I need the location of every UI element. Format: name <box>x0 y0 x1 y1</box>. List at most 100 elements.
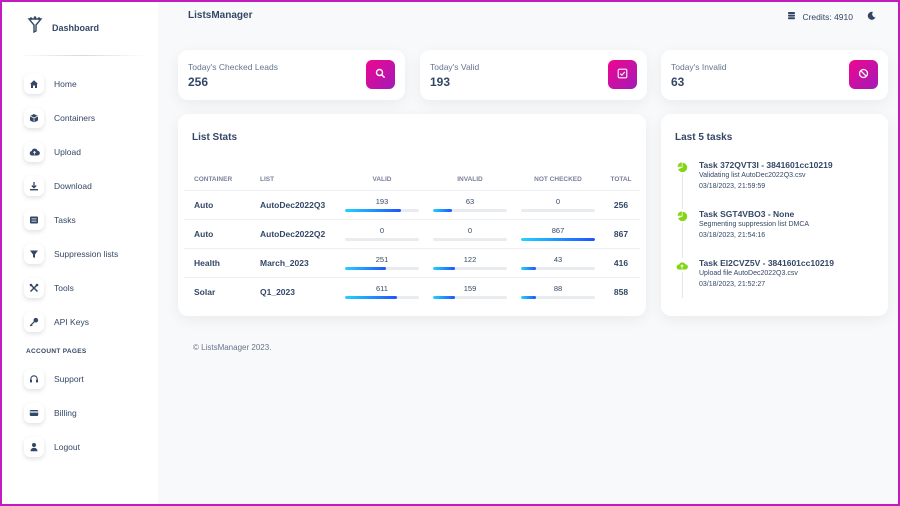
sidebar-item-label: Billing <box>54 408 77 418</box>
progress-fill <box>345 267 386 270</box>
stat-card-valid: Today's Valid 193 <box>420 50 647 100</box>
valid-count: 0 <box>379 226 385 235</box>
stat-value: 256 <box>188 75 209 89</box>
not-checked-count: 88 <box>553 284 563 294</box>
sidebar-item-home[interactable]: Home <box>24 74 77 94</box>
task-date: 03/18/2023, 21:52:27 <box>699 281 766 288</box>
table-row[interactable]: Auto AutoDec2022Q3 193 63 0 256 <box>184 190 640 220</box>
table-row[interactable]: Solar Q1_2023 611 159 88 858 <box>184 277 640 306</box>
total-cell: 256 <box>602 190 640 220</box>
page-title: ListsManager <box>188 10 253 21</box>
home-icon <box>24 74 44 94</box>
progress-fill <box>433 267 456 270</box>
stat-value: 63 <box>671 75 685 89</box>
not-checked-count: 867 <box>551 226 565 235</box>
invalid-count: 0 <box>467 226 473 235</box>
sidebar-item-api-keys[interactable]: API Keys <box>24 312 89 332</box>
invalid-progress-bar <box>433 209 507 212</box>
progress-fill <box>521 238 595 241</box>
dark-mode-moon-icon[interactable] <box>867 11 876 22</box>
sidebar-item-label: Suppression lists <box>54 249 119 259</box>
not-checked-cell: 867 <box>514 219 602 249</box>
timeline-line <box>682 166 683 298</box>
task-date: 03/18/2023, 21:54:16 <box>699 232 766 239</box>
credit-card-icon <box>24 403 44 423</box>
invalid-progress-bar <box>433 267 507 270</box>
brand-logo-icon <box>26 16 44 39</box>
progress-fill <box>521 296 536 300</box>
invalid-progress-bar <box>433 296 507 300</box>
invalid-count: 122 <box>463 255 477 264</box>
progress-fill <box>345 209 401 212</box>
brand[interactable]: Dashboard <box>26 16 99 39</box>
sidebar-item-tools[interactable]: Tools <box>24 278 74 298</box>
last-tasks-card: Last 5 tasks Task 372QVT3I - 3841601cc10… <box>661 114 888 316</box>
invalid-count: 63 <box>465 197 475 206</box>
valid-cell: 251 <box>338 248 426 278</box>
credits-label: Credits: 4910 <box>802 11 853 22</box>
total-cell: 416 <box>602 248 640 278</box>
sidebar-item-label: Containers <box>54 113 96 123</box>
table-row[interactable]: Health March_2023 251 122 43 416 <box>184 248 640 278</box>
sidebar-item-tasks[interactable]: Tasks <box>24 210 76 230</box>
sidebar-divider <box>18 55 146 56</box>
task-title: Task EI2CVZ5V - 3841601cc10219 <box>699 258 834 268</box>
sidebar-item-containers[interactable]: Containers <box>24 108 95 128</box>
footer-copyright: © ListsManager 2023. <box>193 343 272 352</box>
sidebar-item-label: Support <box>54 374 84 384</box>
list-cell: AutoDec2022Q2 <box>250 219 338 249</box>
list-icon <box>24 210 44 230</box>
list-cell: March_2023 <box>250 248 338 278</box>
brand-name: Dashboard <box>52 22 100 33</box>
task-title: Task 372QVT3I - 3841601cc10219 <box>699 160 833 170</box>
sidebar-item-support[interactable]: Support <box>24 369 84 389</box>
task-description: Upload file AutoDec2022Q3.csv <box>699 270 798 277</box>
invalid-cell: 0 <box>426 219 514 249</box>
sidebar-item-download[interactable]: Download <box>24 176 92 196</box>
search-button[interactable] <box>366 60 395 89</box>
not-checked-progress-bar <box>521 209 595 212</box>
not-checked-count: 43 <box>553 255 563 264</box>
not-checked-cell: 43 <box>514 248 602 278</box>
sidebar-item-upload[interactable]: Upload <box>24 142 81 162</box>
container-cell: Solar <box>194 286 216 297</box>
valid-button[interactable] <box>608 60 637 89</box>
sidebar-item-logout[interactable]: Logout <box>24 437 80 457</box>
valid-cell: 0 <box>338 219 426 249</box>
list-cell: Q1_2023 <box>260 286 295 297</box>
cloud-upload-icon <box>24 142 44 162</box>
invalid-cell: 159 <box>426 277 514 306</box>
not-checked-count: 0 <box>555 197 561 206</box>
table-row[interactable]: Auto AutoDec2022Q2 0 0 867 867 <box>184 219 640 249</box>
sidebar-item-billing[interactable]: Billing <box>24 403 77 423</box>
sidebar-item-suppression-lists[interactable]: Suppression lists <box>24 244 118 264</box>
stat-card-checked-leads: Today's Checked Leads 256 <box>178 50 405 100</box>
pie-chart-icon <box>675 209 689 223</box>
sidebar-item-label: Home <box>54 79 77 89</box>
container-cell: Auto <box>184 190 250 220</box>
column-header: LIST <box>250 170 338 191</box>
sidebar-item-label: Tools <box>54 283 74 293</box>
user-icon <box>24 437 44 457</box>
box-icon <box>24 108 44 128</box>
stat-title: Today's Valid <box>430 62 480 72</box>
container-cell: Health <box>184 248 250 278</box>
task-description: Validating list AutoDec2022Q3.csv <box>699 172 806 179</box>
sidebar-item-label: Logout <box>54 442 80 452</box>
invalid-button[interactable] <box>849 60 878 89</box>
sidebar-item-label: Tasks <box>54 215 76 225</box>
valid-progress-bar <box>345 209 419 212</box>
valid-count: 193 <box>375 197 389 206</box>
progress-fill <box>433 209 452 212</box>
invalid-progress-bar <box>433 238 507 241</box>
key-icon <box>24 312 44 332</box>
last-tasks-heading: Last 5 tasks <box>675 132 733 143</box>
stat-title: Today's Checked Leads <box>188 62 278 72</box>
sidebar-item-label: Download <box>54 181 92 191</box>
task-description: Segmenting suppression list DMCA <box>699 221 810 228</box>
not-checked-progress-bar <box>521 296 595 300</box>
check-square-icon <box>617 66 628 84</box>
not-checked-cell: 0 <box>514 190 602 220</box>
stat-card-invalid: Today's Invalid 63 <box>661 50 888 100</box>
tools-icon <box>24 278 44 298</box>
